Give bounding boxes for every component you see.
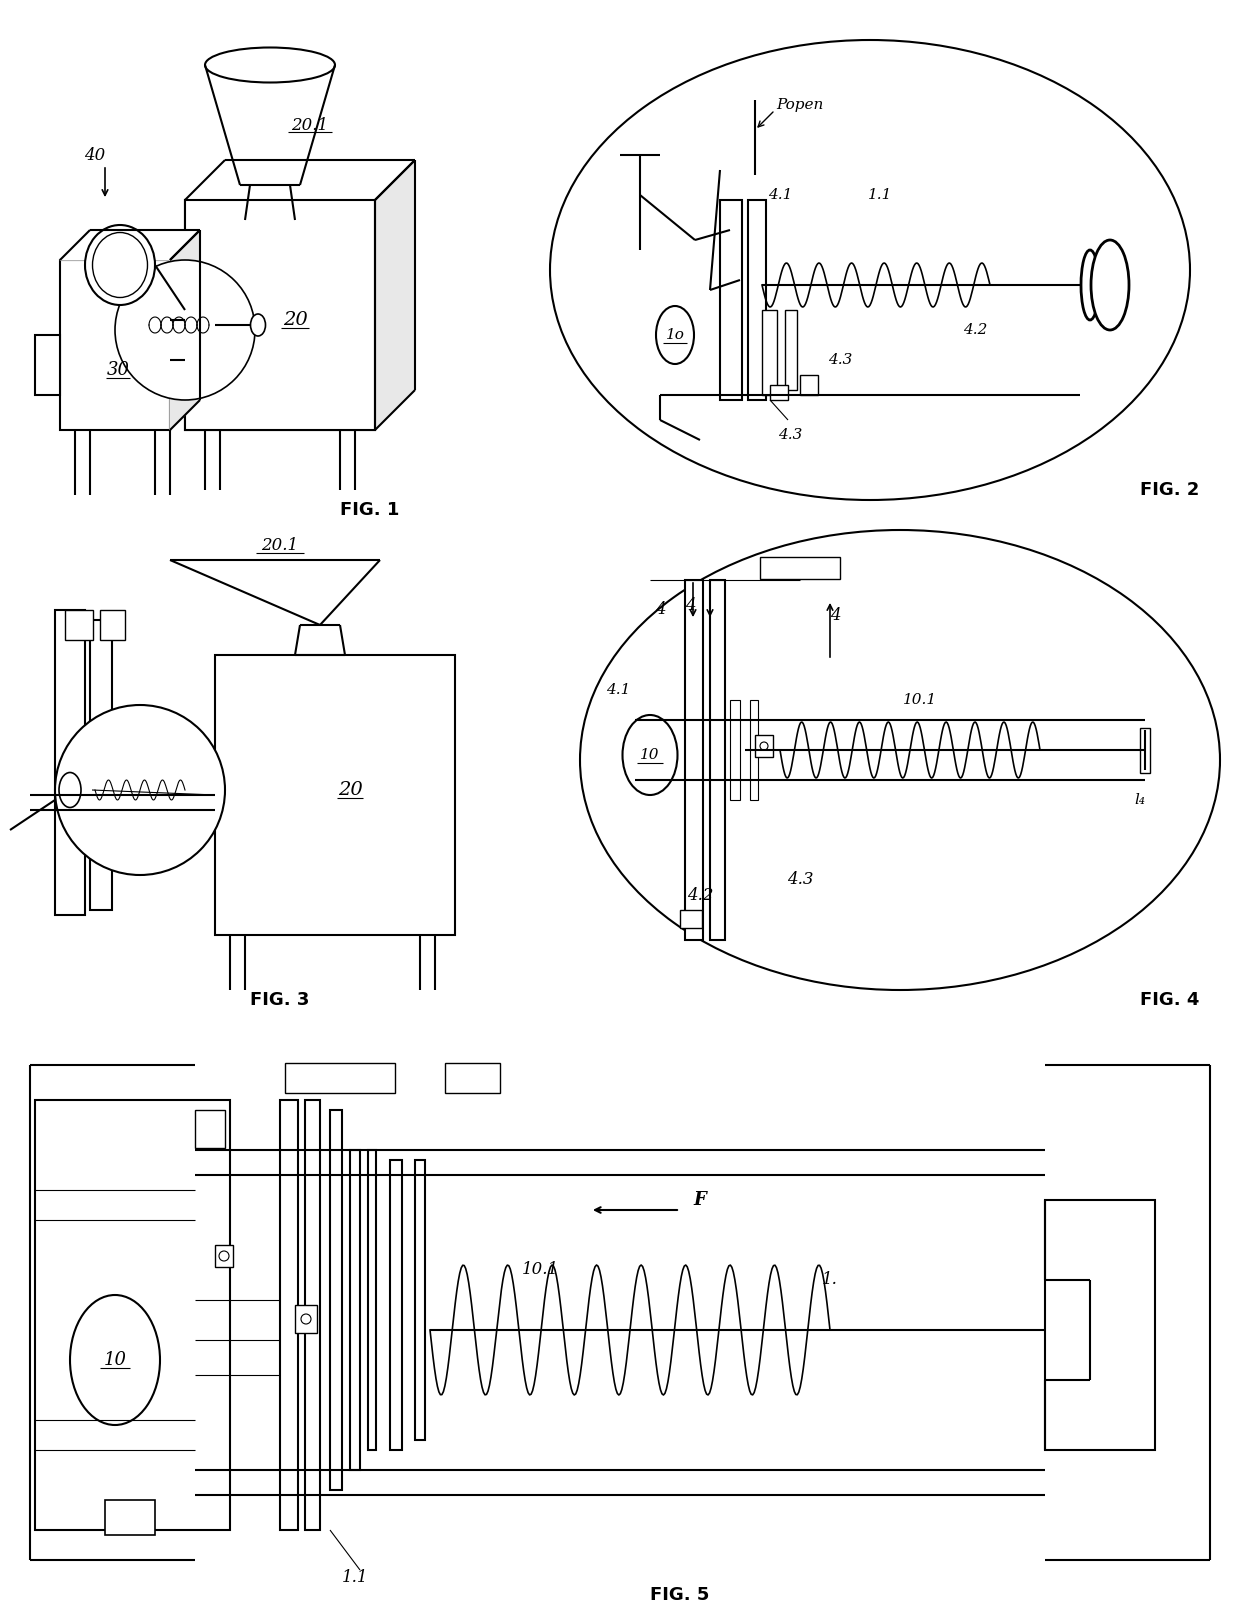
Text: 4.3: 4.3 — [828, 353, 852, 366]
Ellipse shape — [656, 307, 694, 365]
Bar — [755, 734, 773, 757]
Text: 10: 10 — [640, 747, 660, 762]
Bar — [684, 579, 703, 939]
Bar — [185, 200, 374, 429]
Text: FIG. 3: FIG. 3 — [250, 991, 310, 1009]
Ellipse shape — [250, 315, 265, 336]
Bar — [730, 700, 740, 801]
Bar — [720, 200, 742, 400]
Text: 4: 4 — [655, 602, 666, 618]
Text: 30: 30 — [107, 362, 129, 379]
Text: 4.1: 4.1 — [606, 683, 630, 697]
Bar — [750, 700, 758, 801]
Bar — [35, 336, 60, 395]
Bar — [1140, 728, 1149, 773]
Bar — [711, 579, 725, 939]
Bar — [280, 1101, 298, 1530]
Bar — [800, 374, 818, 395]
Bar — [60, 260, 170, 429]
Text: 20.1: 20.1 — [262, 536, 299, 554]
Text: FIG. 4: FIG. 4 — [1141, 991, 1199, 1009]
Text: 40: 40 — [84, 147, 105, 163]
Ellipse shape — [69, 1294, 160, 1425]
Bar — [415, 1160, 425, 1440]
Text: 4.3: 4.3 — [786, 872, 813, 888]
Text: 10.1: 10.1 — [903, 692, 937, 707]
Bar — [100, 610, 125, 641]
Polygon shape — [185, 160, 415, 200]
Text: FIG. 1: FIG. 1 — [340, 500, 399, 520]
Bar — [760, 557, 839, 579]
Text: 1.: 1. — [822, 1272, 838, 1288]
Ellipse shape — [551, 40, 1190, 500]
Ellipse shape — [60, 773, 81, 807]
Bar — [391, 1160, 402, 1449]
Ellipse shape — [86, 224, 155, 305]
Bar — [215, 655, 455, 935]
Bar — [368, 1151, 376, 1449]
Text: 4.2: 4.2 — [962, 323, 987, 337]
Bar — [305, 1101, 320, 1530]
Text: 20: 20 — [337, 781, 362, 799]
Text: 4.2: 4.2 — [687, 886, 713, 904]
Bar — [1045, 1199, 1154, 1449]
Ellipse shape — [205, 47, 335, 82]
Bar — [91, 620, 112, 910]
Bar — [445, 1064, 500, 1093]
Text: FIG. 2: FIG. 2 — [1141, 481, 1199, 499]
Ellipse shape — [622, 715, 677, 796]
Bar — [105, 1499, 155, 1535]
Bar — [748, 200, 766, 400]
Bar — [763, 310, 777, 395]
Text: 4: 4 — [684, 597, 696, 613]
Circle shape — [55, 705, 224, 875]
Bar — [55, 610, 86, 915]
Polygon shape — [374, 160, 415, 429]
Polygon shape — [60, 231, 200, 260]
Bar — [64, 610, 93, 641]
Ellipse shape — [93, 232, 148, 297]
Text: 1.1: 1.1 — [342, 1569, 368, 1587]
Ellipse shape — [1091, 240, 1128, 329]
Text: F: F — [693, 1191, 707, 1209]
Text: 4.1: 4.1 — [768, 187, 792, 202]
Bar — [770, 386, 787, 400]
Text: l₄: l₄ — [1135, 792, 1146, 807]
Bar — [330, 1110, 342, 1490]
Ellipse shape — [580, 529, 1220, 989]
Bar — [285, 1064, 396, 1093]
Text: FIG. 5: FIG. 5 — [650, 1587, 709, 1604]
Bar — [350, 1151, 360, 1470]
Text: 20: 20 — [283, 312, 308, 329]
Text: 4.3: 4.3 — [777, 428, 802, 442]
Circle shape — [115, 260, 255, 400]
Bar — [215, 1244, 233, 1267]
Polygon shape — [170, 231, 200, 429]
Ellipse shape — [1081, 250, 1099, 320]
Text: 4: 4 — [830, 607, 841, 623]
Bar — [185, 200, 374, 429]
Bar — [680, 910, 702, 928]
Text: Popen: Popen — [776, 98, 823, 111]
Text: 10.1: 10.1 — [522, 1262, 558, 1278]
Bar — [295, 1306, 317, 1333]
Bar — [785, 310, 797, 391]
Bar — [195, 1110, 224, 1148]
Bar — [35, 1101, 229, 1530]
Text: 1.1: 1.1 — [868, 187, 893, 202]
Text: 1o: 1o — [666, 328, 684, 342]
Text: 20.1: 20.1 — [291, 116, 329, 134]
Text: 10: 10 — [103, 1351, 126, 1369]
